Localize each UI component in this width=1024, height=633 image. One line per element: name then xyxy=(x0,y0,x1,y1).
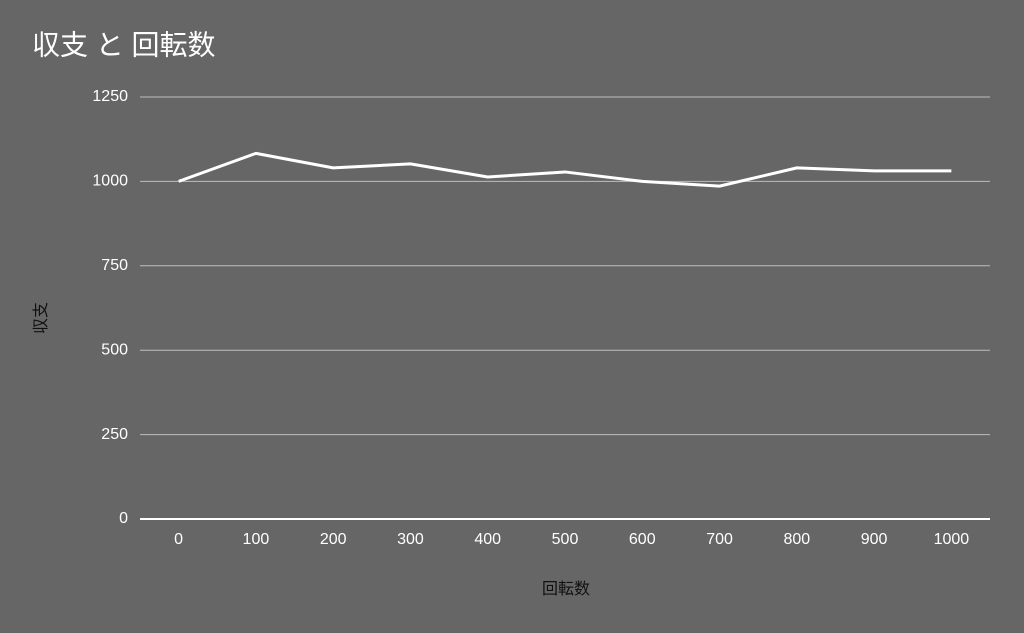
chart-title: 収支 と 回転数 xyxy=(32,29,216,60)
x-tick-label: 0 xyxy=(174,531,183,548)
y-axis-title: 収支 xyxy=(32,302,50,334)
y-tick-label: 1000 xyxy=(92,173,128,190)
x-tick-label: 700 xyxy=(706,531,733,548)
x-tick-label: 100 xyxy=(243,531,270,548)
x-tick-label: 1000 xyxy=(934,531,970,548)
y-tick-label: 500 xyxy=(101,341,128,358)
x-tick-label: 300 xyxy=(397,531,424,548)
y-tick-label: 250 xyxy=(101,426,128,443)
y-tick-label: 0 xyxy=(119,510,128,527)
line xyxy=(178,151,952,188)
y-tick-label: 750 xyxy=(101,257,128,274)
x-tick-label: 600 xyxy=(629,531,656,548)
y-tick-label: 1250 xyxy=(92,88,128,105)
x-tick-label: 800 xyxy=(783,531,810,548)
x-axis-title: 回転数 xyxy=(542,580,590,598)
x-tick-label: 900 xyxy=(861,531,888,548)
x-tick-label: 400 xyxy=(474,531,501,548)
x-tick-label: 200 xyxy=(320,531,347,548)
x-tick-label: 500 xyxy=(552,531,579,548)
